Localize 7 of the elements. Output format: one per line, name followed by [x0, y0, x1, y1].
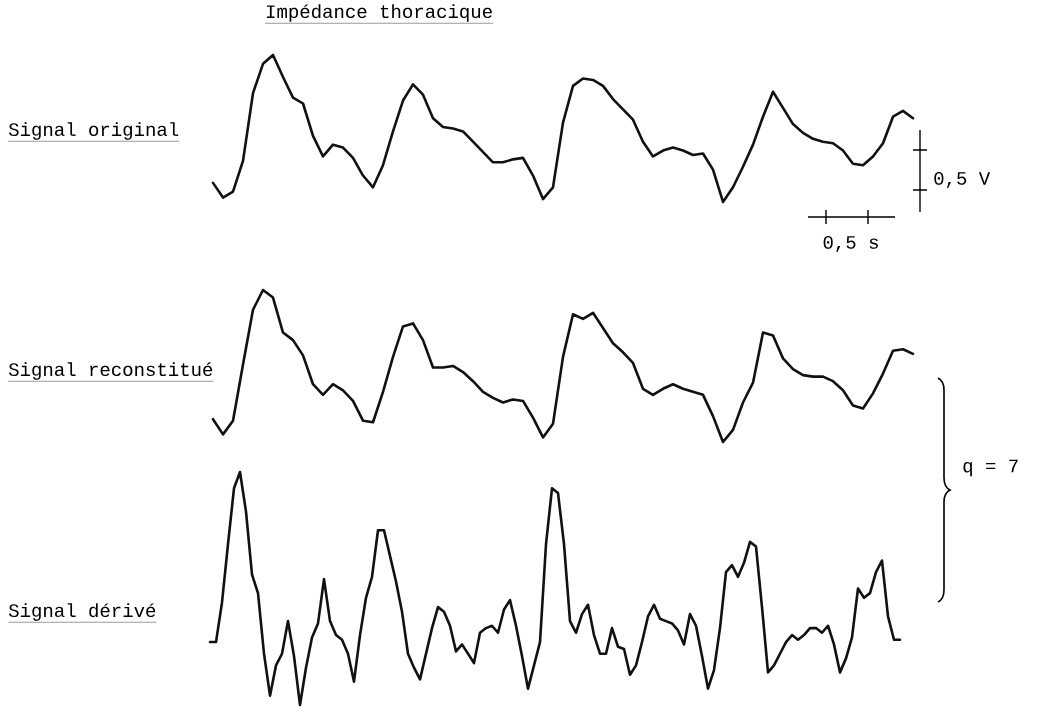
y-axis-title: Signal reconstitué: [8, 362, 213, 380]
y-axis-title: Signal original: [8, 122, 179, 140]
chart-title: Impédance thoracique: [266, 4, 492, 22]
text: 0,5 s: [823, 235, 878, 253]
text: q = 7: [963, 459, 1018, 477]
text: 0,5 V: [934, 171, 991, 189]
y-axis-title: Signal dérivé: [8, 603, 156, 621]
